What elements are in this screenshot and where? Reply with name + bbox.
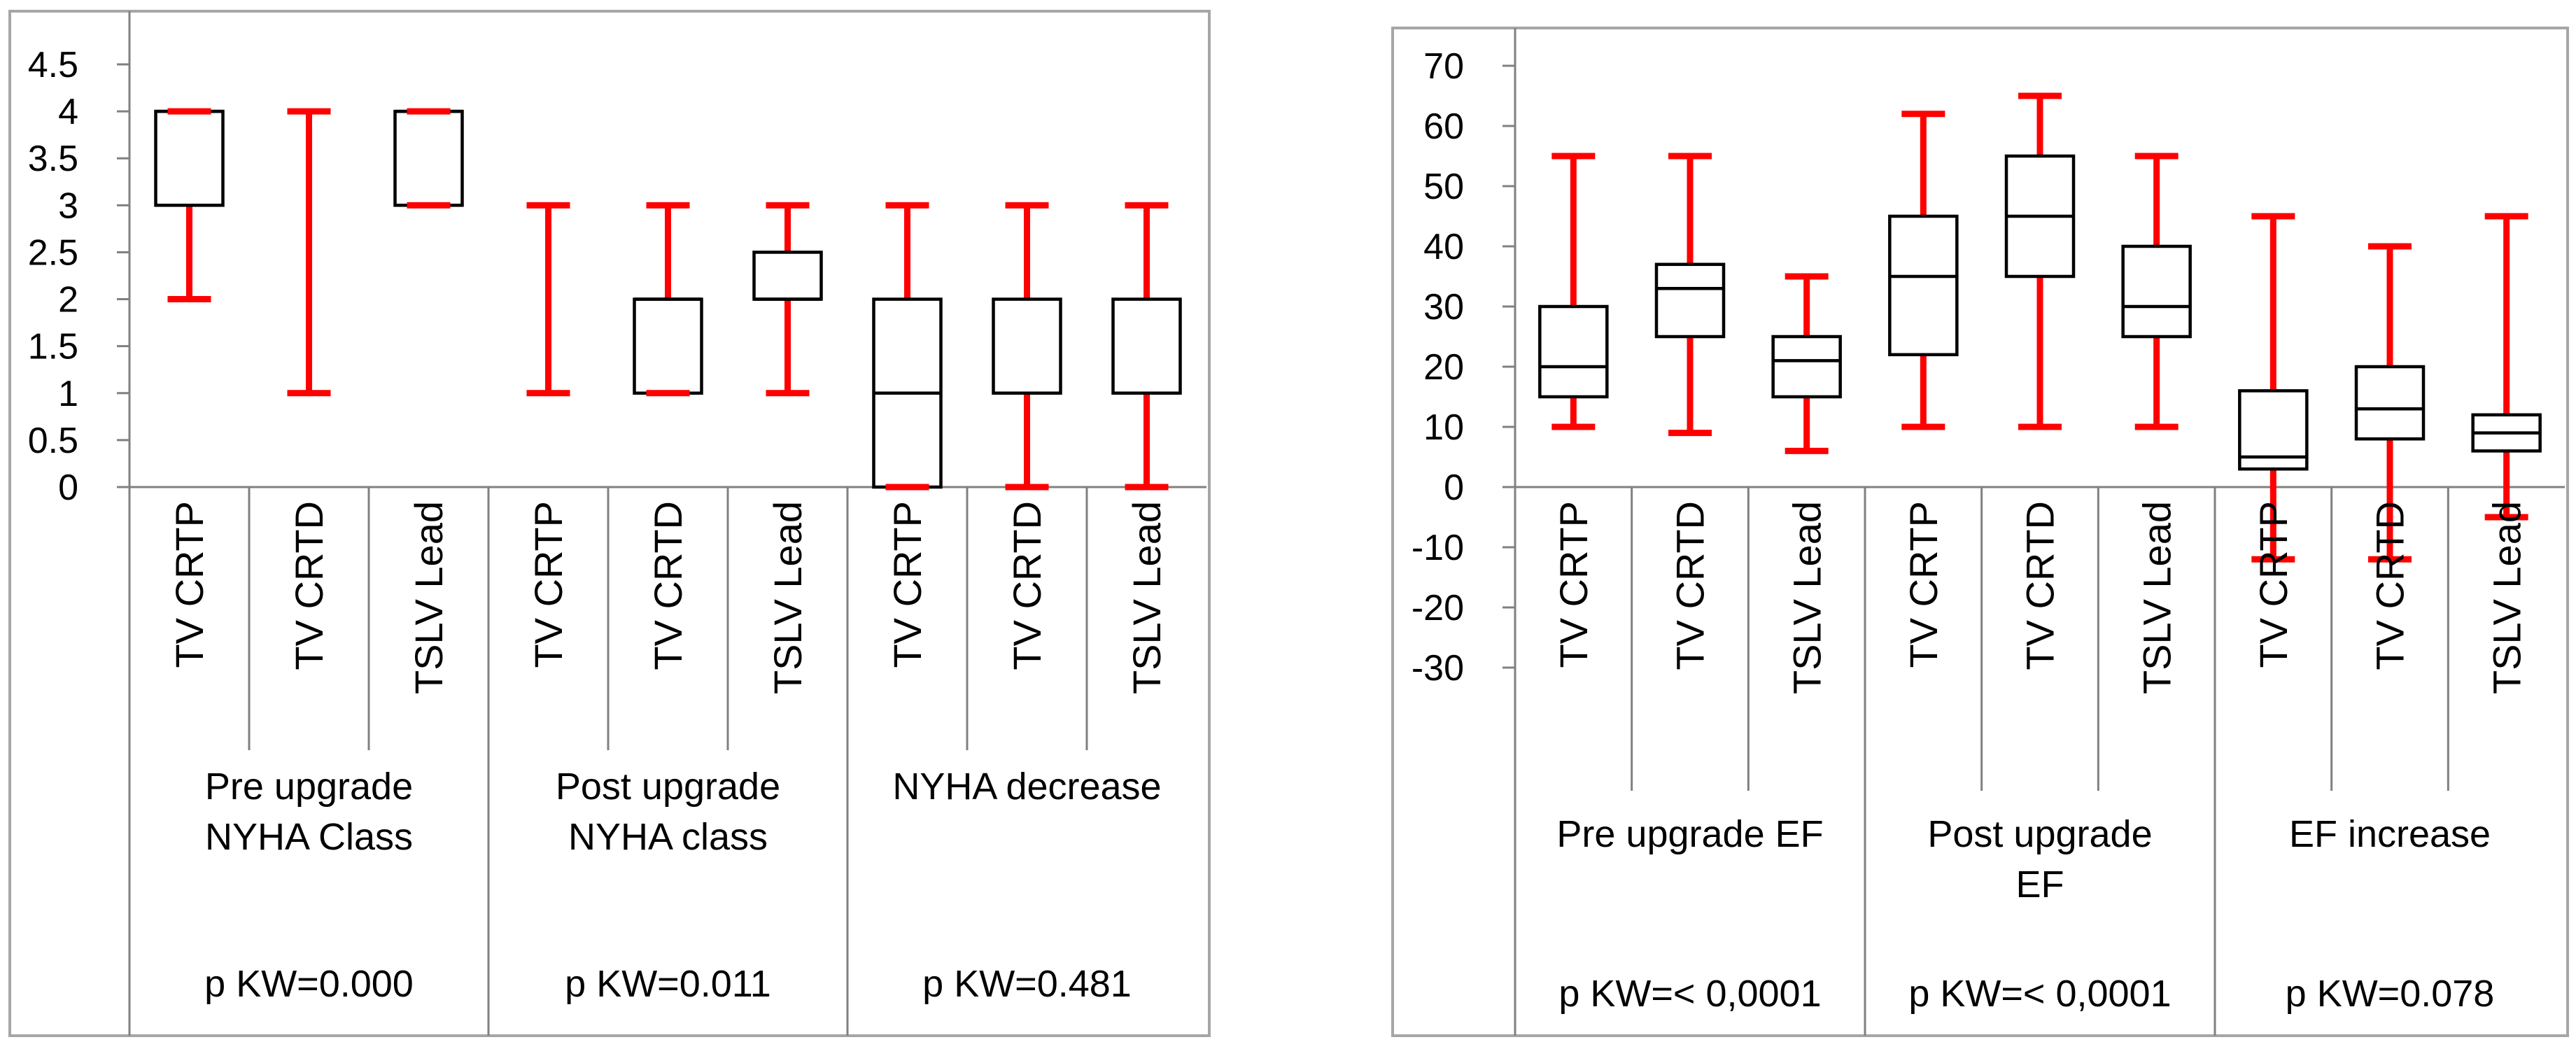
box-rect <box>1771 335 1842 399</box>
y-tick-label: 0.5 <box>28 421 78 461</box>
y-tick-label: -30 <box>1412 648 1464 689</box>
category-label: TV CRTP <box>1901 501 1945 668</box>
y-tick-label: 4.5 <box>28 45 78 85</box>
y-tick-label: 0 <box>58 467 78 508</box>
box-rect <box>2121 244 2192 339</box>
p-value-label: p KW=0.078 <box>2286 973 2495 1015</box>
y-tick-label: 40 <box>1423 227 1464 267</box>
p-value-label: p KW=< 0,0001 <box>1908 973 2171 1015</box>
category-label: TV CRTP <box>2251 501 2295 668</box>
category-label: TSLV Lead <box>2134 501 2179 694</box>
ef-boxplot-chart: 70 60 50 40 30 20 10 0 -10 -20 -30 TV CRTP TV CRTD TS… <box>1391 27 2569 1037</box>
y-tick-label: 1 <box>58 374 78 414</box>
box-rect <box>1888 214 1959 357</box>
category-label: TV CRTP <box>885 501 929 668</box>
category-label: TV CRTD <box>646 501 690 670</box>
group-label: Pre upgrade EF <box>1556 813 1823 855</box>
y-tick-label: -10 <box>1412 528 1464 568</box>
y-tick-label: 2 <box>58 280 78 321</box>
box-rect <box>752 251 823 301</box>
group-label: EF <box>2015 864 2064 906</box>
boxplot-svg: 70 60 50 40 30 20 10 0 -10 -20 -30 TV CRTP TV CRTD TS… <box>1391 27 2569 1037</box>
group-label: Post upgrade <box>1927 813 2152 855</box>
y-tick-label: 1.5 <box>28 327 78 367</box>
category-label: TSLV Lead <box>766 501 810 694</box>
y-tick-label: 30 <box>1423 287 1464 328</box>
box-rect <box>633 297 703 395</box>
y-tick-label: 10 <box>1423 407 1464 448</box>
p-value-label: p KW=0.481 <box>922 963 1132 1005</box>
category-label: TV CRTD <box>1668 501 1712 670</box>
y-tick-label: 4 <box>58 92 78 132</box>
category-label: TSLV Lead <box>2484 501 2528 694</box>
category-label: TV CRTD <box>2018 501 2062 670</box>
box-rect <box>1538 304 1609 399</box>
y-tick-label: 3 <box>58 185 78 226</box>
p-value-label: p KW=0.011 <box>565 963 771 1005</box>
nyha-boxplot-chart: 4.5 4 3.5 3 2.5 2 1.5 1 0.5 0 TV CRTP TV CRTD TSLV L… <box>8 10 1211 1037</box>
category-label: TV CRTP <box>1551 501 1596 668</box>
y-tick-label: 50 <box>1423 167 1464 207</box>
category-label: TV CRTP <box>526 501 570 668</box>
box-rect <box>393 109 464 207</box>
category-label: TV CRTD <box>287 501 331 670</box>
p-value-label: p KW=< 0,0001 <box>1558 973 1821 1015</box>
group-label: EF increase <box>2289 813 2491 855</box>
y-tick-label: 20 <box>1423 347 1464 388</box>
category-label: TV CRTD <box>2368 501 2412 670</box>
y-tick-label: 0 <box>1444 467 1464 508</box>
category-label: TSLV Lead <box>1125 501 1169 694</box>
category-label: TV CRTD <box>1005 501 1049 670</box>
box-rect <box>1111 297 1182 395</box>
boxplot-svg: 4.5 4 3.5 3 2.5 2 1.5 1 0.5 0 TV CRTP TV CRTD TSLV L… <box>8 10 1211 1037</box>
y-tick-label: 60 <box>1423 106 1464 147</box>
y-tick-label: 70 <box>1423 46 1464 87</box>
p-value-label: p KW=0.000 <box>204 963 414 1005</box>
y-tick-label: 3.5 <box>28 139 78 179</box>
group-label: NYHA class <box>568 816 768 858</box>
group-label: Post upgrade <box>556 766 780 808</box>
category-label: TV CRTP <box>167 501 211 668</box>
chart-frame <box>1391 27 2569 1037</box>
y-tick-label: 2.5 <box>28 232 78 273</box>
group-label: Pre upgrade <box>205 766 413 808</box>
group-label: NYHA decrease <box>892 766 1161 808</box>
y-tick-label: -20 <box>1412 588 1464 628</box>
box-rect <box>992 297 1062 395</box>
category-label: TSLV Lead <box>1785 501 1829 694</box>
box-rect <box>1654 262 1726 339</box>
category-label: TSLV Lead <box>407 501 451 694</box>
box-rect <box>154 109 225 207</box>
group-label: NYHA Class <box>205 816 413 858</box>
box-rect <box>2354 365 2426 441</box>
